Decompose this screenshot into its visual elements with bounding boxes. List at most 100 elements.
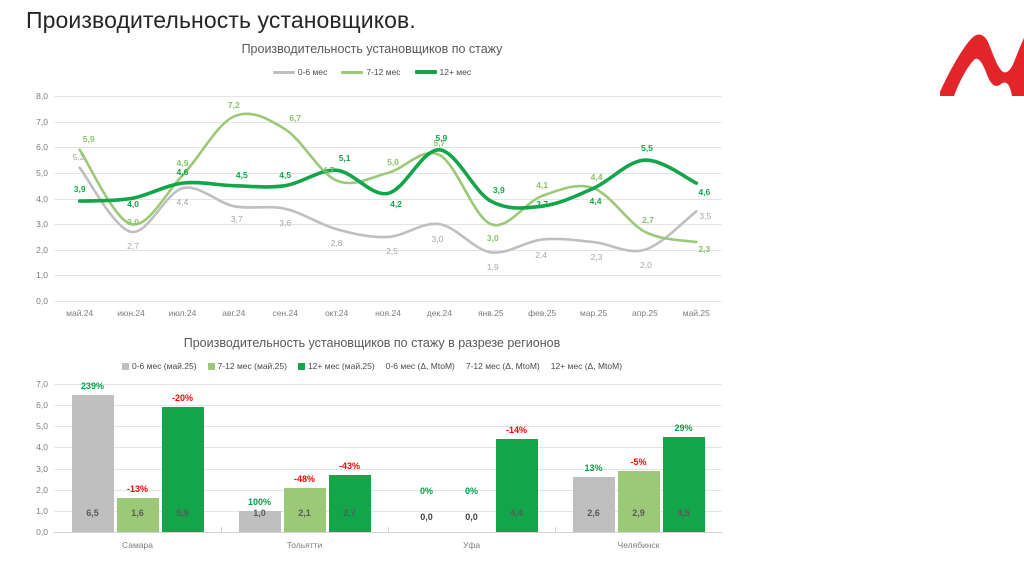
gridline [54,426,722,428]
y-axis-tick: 0,0 [36,296,48,306]
legend-swatch-icon [297,362,305,370]
gridline [54,121,722,123]
x-axis-tick: Челябинск [617,540,660,550]
bar-value-label: 2,9 [632,508,645,518]
delta-label: -43% [338,460,361,471]
legend-line-icon [414,70,437,74]
bar-chart-bars-area: 6,5 239% 1,6 -13% 5,9 -20% 1,0 100% 2,1 -48% 2,7 -4… [54,380,722,532]
line-chart-title: Производительность установщиков по стажу [241,42,503,56]
bar[interactable]: 5,9 [161,407,204,532]
gridline [54,489,722,491]
delta-label: 29% [674,422,693,433]
bar[interactable]: 2,6 [572,477,615,532]
gridline [54,301,722,302]
y-axis-tick: 3,0 [36,219,48,230]
bar[interactable]: 2,1 [283,487,326,532]
legend-item-5: 12+ мес (Δ, MtoM) [551,361,622,371]
y-axis-tick: 7,0 [36,116,48,127]
delta-label: 13% [584,463,603,474]
line-chart: Производительность установщиков по стажу… [22,42,722,327]
x-axis-tick: май.24 [66,308,94,318]
gridline [54,510,722,512]
bar[interactable]: 6,5 [71,394,114,532]
bar-value-label: 5,9 [176,508,189,518]
gridline [54,447,722,449]
legend-label: 0-6 мес [297,67,328,77]
gridline [54,468,722,470]
bar[interactable]: 4,4 [495,438,538,532]
bar[interactable]: 4,5 [662,436,705,532]
delta-label: 0% [419,486,434,496]
x-axis-tick: Тольятти [286,540,323,550]
bar-value-label: 1,6 [131,508,144,518]
y-axis-tick: 6,0 [36,400,48,411]
x-axis-tick: мар.25 [579,308,608,318]
y-axis-tick: 2,0 [36,244,48,255]
legend-label: 0-6 мес (май.25) [131,361,197,371]
legend-item-0: 0-6 мес (май.25) [121,361,197,371]
legend-label: 12+ мес (май.25) [307,361,375,371]
bar[interactable]: 2,9 [617,470,660,532]
bar-value-label: 2,1 [298,508,311,518]
y-axis-tick: 1,0 [36,270,48,281]
delta-label: 0% [464,486,479,496]
x-axis-tick: сен.24 [272,308,298,318]
y-axis-tick: 4,0 [36,193,48,204]
legend-item-1: 7-12 мес [341,67,401,77]
gridline [54,96,722,97]
y-axis-tick: 4,0 [36,442,48,453]
x-axis-tick: май.25 [682,308,710,318]
gridline [54,224,722,226]
bar-value-label: 4,4 [510,508,523,518]
legend-item-2: 12+ мес [414,67,471,77]
group-separator [388,527,389,532]
y-axis-tick: 0,0 [36,527,48,537]
delta-label: -48% [293,473,316,484]
bar[interactable]: 1,0 [238,508,281,532]
bar-chart-axis-line [54,532,722,533]
legend-label: 0-6 мес (Δ, MtoM) [385,361,455,371]
line-chart-plot: 0,0 1,0 2,0 3,0 4,0 5,0 6,0 7,0 8,0 5,2 2,7 4,4 3,7… [22,91,722,306]
legend-label: 7-12 мес (май.25) [217,361,287,371]
delta-label: 100% [247,496,272,507]
x-axis-tick: авг.24 [222,308,246,318]
bar-chart-legend: 0-6 мес (май.25) 7-12 мес (май.25) 12+ мес… [22,361,722,371]
y-axis-tick: 5,0 [36,421,48,432]
gridline [54,384,722,385]
bar-chart: Производительность установщиков по стажу… [22,336,722,568]
bar-value-label: 2,6 [587,508,600,518]
group-separator [555,527,556,532]
y-axis-tick: 2,0 [36,484,48,495]
legend-item-3: 0-6 мес (Δ, MtoM) [386,361,455,371]
bar[interactable]: 2,7 [328,474,371,532]
y-axis-tick: 6,0 [36,142,48,153]
bar-chart-x-axis: Самара Тольятти Уфа Челябинск [54,536,722,558]
y-axis-tick: 3,0 [36,463,48,474]
delta-label: 239% [80,380,105,391]
page-title: Производительность установщиков. [26,7,416,33]
line-chart-x-axis: май.24 июн.24 июл.24 авг.24 сен.24 окт.24 ноя.… [54,304,722,326]
x-axis-tick: июн.24 [117,308,145,318]
gridline [54,147,722,149]
company-logo-m [938,22,1024,96]
y-axis-tick: 5,0 [36,167,48,178]
line-series-1 [78,112,698,244]
bar-value-label: 6,5 [86,508,99,518]
legend-swatch-icon [121,362,129,370]
bar-chart-plot: 0,0 1,0 2,0 3,0 4,0 5,0 6,0 7,0 6,5 239% 1,6 -13% 5… [22,379,722,537]
bar-value-label: 1,0 [253,508,266,518]
x-axis-tick: Самара [122,540,153,550]
delta-label: -20% [171,393,194,404]
legend-item-2: 12+ мес (май.25) [297,361,375,371]
delta-label: -5% [630,456,647,467]
legend-label: 7-12 мес (Δ, MtoM) [465,361,540,371]
bar-chart-y-axis: 0,0 1,0 2,0 3,0 4,0 5,0 6,0 7,0 [22,379,52,537]
legend-item-4: 7-12 мес (Δ, MtoM) [466,361,540,371]
bar-value-label: 0,0 [420,512,433,522]
delta-label: -13% [126,484,149,495]
bar[interactable]: 1,6 [116,498,159,532]
x-axis-tick: июл.24 [168,308,197,318]
bar-value-label: 0,0 [465,512,478,522]
legend-swatch-icon [207,362,215,370]
